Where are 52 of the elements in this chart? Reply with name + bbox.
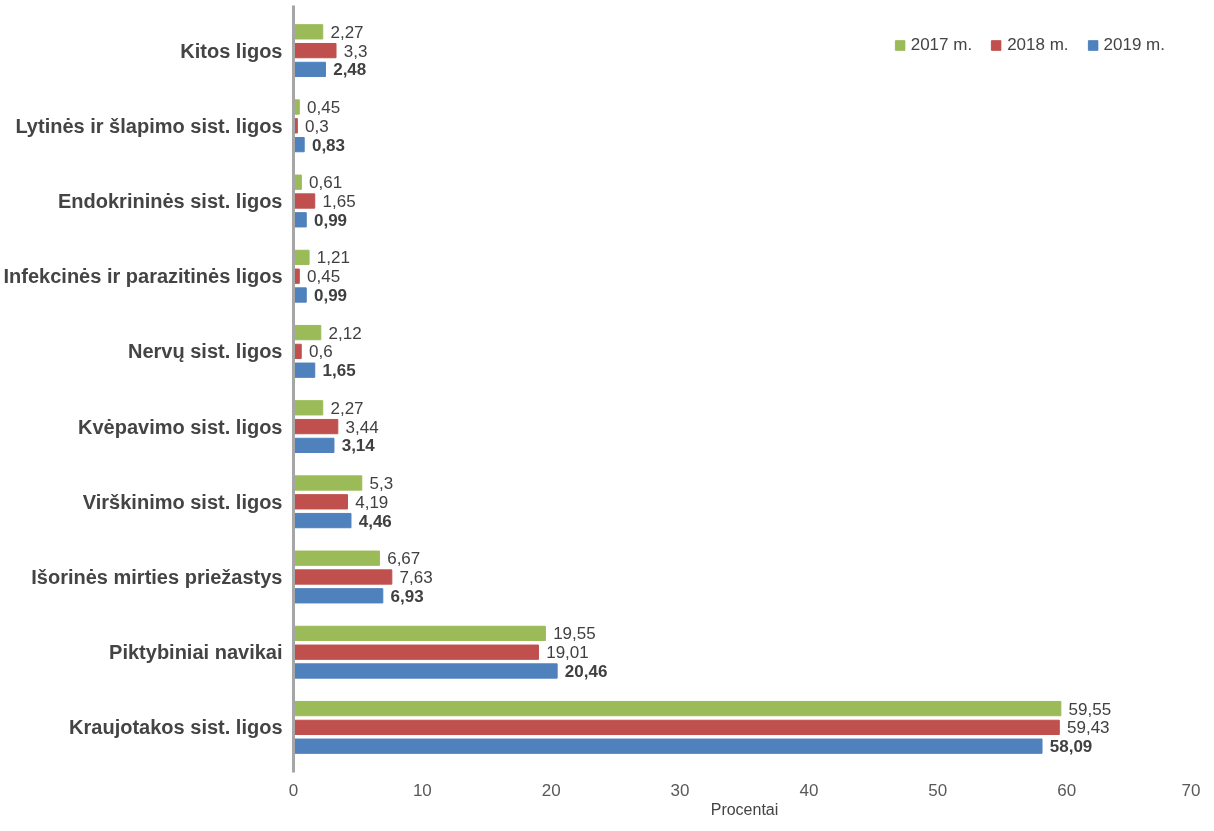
data-label: 0,99 xyxy=(313,286,348,305)
data-label: 0,83 xyxy=(311,135,346,155)
legend-label: 2017 m. xyxy=(910,35,973,55)
data-label: 1,21 xyxy=(316,248,350,268)
data-label: 4,19 xyxy=(355,492,389,512)
data-label: 2,27 xyxy=(330,398,364,418)
data-label: 0,45 xyxy=(307,267,341,287)
data-label: 1,65 xyxy=(322,361,356,381)
data-label: 0,99 xyxy=(313,210,348,230)
data-label: 0,6 xyxy=(308,342,333,362)
data-label: 3,3 xyxy=(343,41,368,61)
data-label: 7,63 xyxy=(399,567,433,587)
y-tick-label: Virškinimo sist. ligos xyxy=(82,490,283,513)
data-label: 4,46 xyxy=(358,511,392,531)
legend-label: 2018 m. xyxy=(1007,35,1069,55)
y-tick-label: Lytinės ir šlapimo sist. ligos xyxy=(15,114,283,137)
x-tick-label: 50 xyxy=(928,780,948,800)
data-label: 3,44 xyxy=(345,417,379,437)
data-label: 2,27 xyxy=(330,22,364,42)
x-tick-label: 0 xyxy=(288,780,299,800)
data-label: 5,3 xyxy=(369,474,394,493)
data-label: 2,48 xyxy=(333,60,367,80)
data-label: 3,14 xyxy=(341,436,376,456)
data-label: 19,01 xyxy=(546,643,589,663)
x-tick-label: 20 xyxy=(541,780,561,800)
x-tick-label: 40 xyxy=(799,780,819,800)
x-tick-label: 30 xyxy=(670,780,690,800)
legend-label: 2019 m. xyxy=(1103,35,1165,55)
x-tick-label: 10 xyxy=(412,780,432,800)
data-label: 1,65 xyxy=(322,192,356,212)
data-label: 2,12 xyxy=(328,323,362,343)
y-tick-label: Endokrininės sist. ligos xyxy=(58,190,283,213)
y-tick-label: Kitos ligos xyxy=(180,39,283,62)
y-tick-label: Išorinės mirties priežastys xyxy=(31,565,283,588)
data-label: 6,67 xyxy=(387,549,421,569)
data-label: 19,55 xyxy=(553,624,596,644)
y-tick-label: Kraujotakos sist. ligos xyxy=(69,716,283,739)
y-tick-label: Kvėpavimo sist. ligos xyxy=(77,415,283,438)
x-tick-label: 70 xyxy=(1181,780,1201,800)
data-label: 6,93 xyxy=(390,586,424,606)
data-label: 0,45 xyxy=(307,98,341,118)
x-tick-label: 60 xyxy=(1057,780,1077,800)
data-label: 59,43 xyxy=(1067,718,1110,738)
data-label: 58,09 xyxy=(1049,737,1093,757)
data-label: 20,46 xyxy=(564,661,608,681)
x-axis-title: Procentai xyxy=(710,800,779,818)
y-tick-label: Infekcinės ir parazitinės ligos xyxy=(3,265,283,288)
data-label: 0,3 xyxy=(305,116,329,136)
y-tick-label: Nervų sist. ligos xyxy=(128,340,283,363)
data-label: 0,61 xyxy=(309,173,343,193)
data-label: 59,55 xyxy=(1068,699,1112,719)
y-tick-label: Piktybiniai navikai xyxy=(109,641,283,664)
